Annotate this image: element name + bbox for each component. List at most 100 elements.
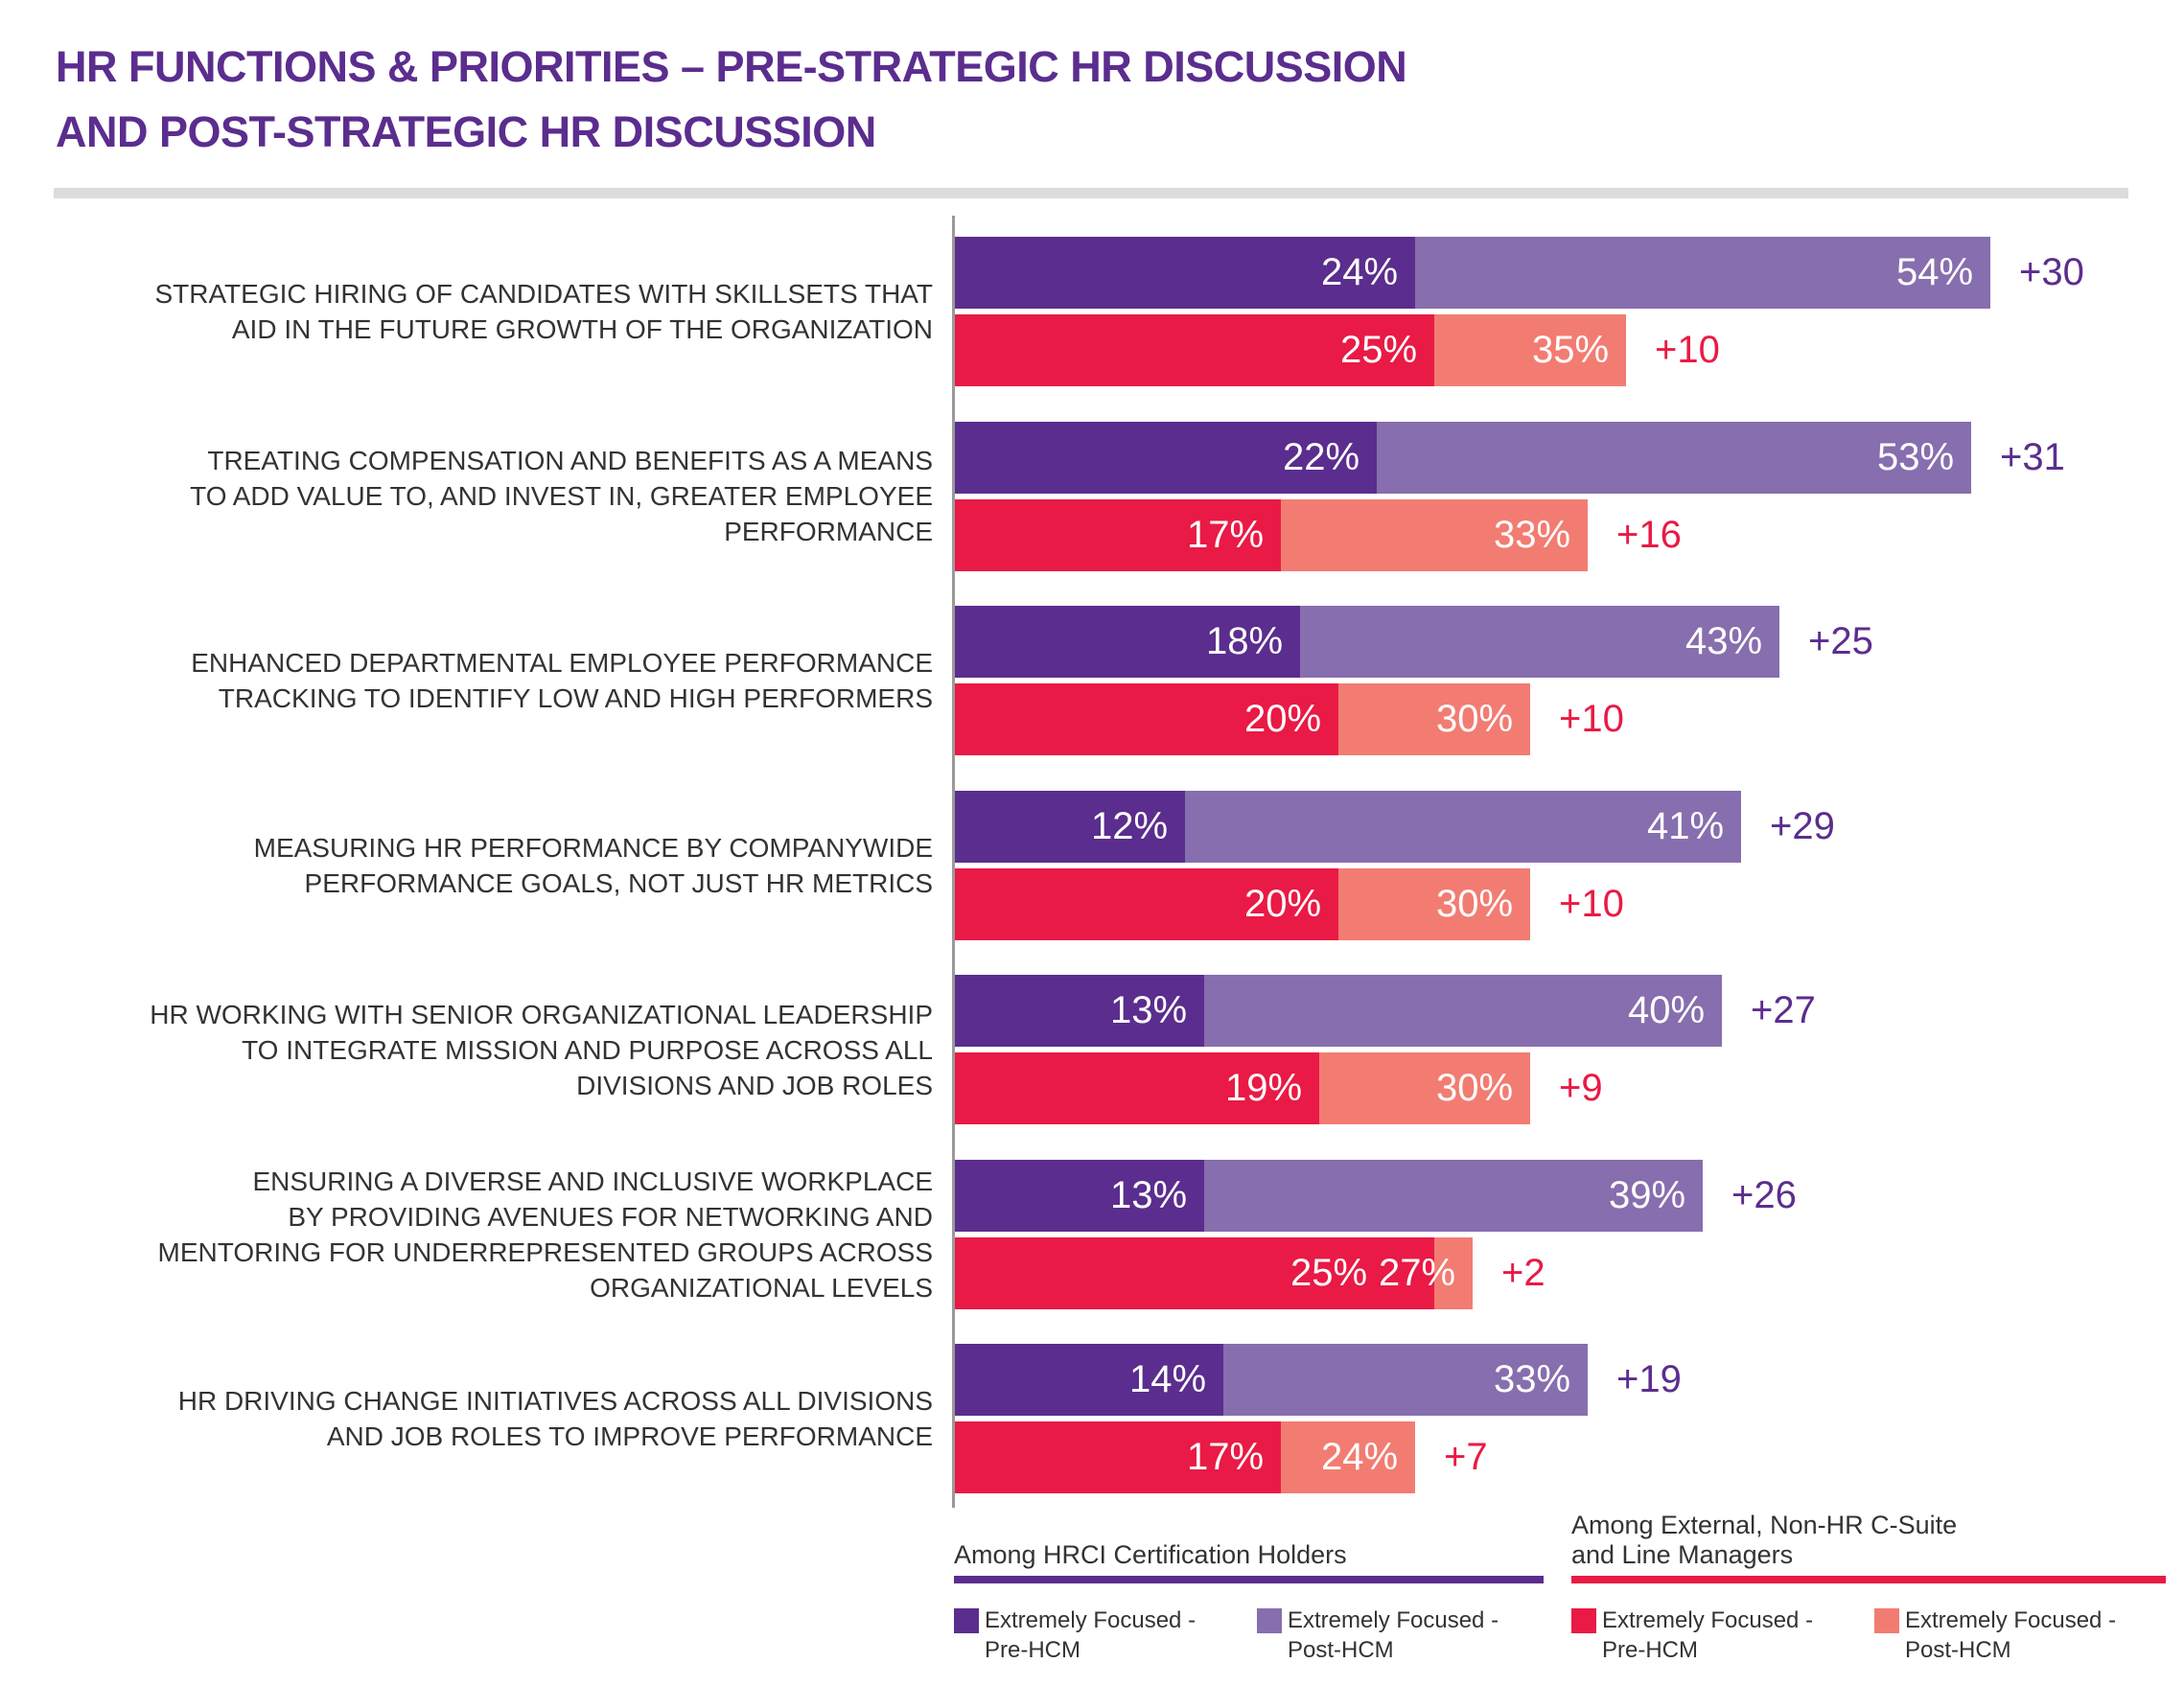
category-label-line: AND JOB ROLES TO IMPROVE PERFORMANCE [326, 1421, 933, 1451]
value-label-post-hcm: 39% [1609, 1173, 1686, 1216]
legend-item-label-line: Extremely Focused - [1905, 1607, 2117, 1633]
legend-item: Extremely Focused - Pre-HCM [954, 1605, 1234, 1665]
bar-pre-hcm [955, 790, 1185, 863]
category-label: TREATING COMPENSATION AND BENEFITS AS A … [70, 443, 933, 549]
category-label: HR WORKING WITH SENIOR ORGANIZATIONAL LE… [70, 997, 933, 1103]
y-axis-line [952, 216, 955, 1508]
legend-swatch [1571, 1608, 1596, 1633]
legend-item: Extremely Focused - Post-HCM [1874, 1605, 2154, 1665]
category-label-line: DIVISIONS AND JOB ROLES [576, 1070, 933, 1100]
legend-item-label-line: Extremely Focused - [1288, 1607, 1499, 1633]
value-label-post-hcm: 24% [1321, 1436, 1399, 1478]
value-label-post-hcm: 30% [1436, 1067, 1514, 1109]
bar-pre-hcm [955, 237, 1415, 309]
legend-group-underline [954, 1576, 1544, 1583]
value-label-pre-hcm: 22% [1283, 435, 1360, 478]
difference-label: +2 [1501, 1251, 1545, 1294]
bar-pre-hcm [955, 1344, 1223, 1416]
value-label-pre-hcm: 24% [1321, 251, 1399, 293]
value-label-pre-hcm: 12% [1091, 804, 1169, 847]
difference-label: +9 [1559, 1067, 1603, 1109]
value-label-pre-hcm: 14% [1129, 1358, 1207, 1400]
category-label-line: HR DRIVING CHANGE INITIATIVES ACROSS ALL… [177, 1386, 933, 1416]
legend-item-label-line: Post-HCM [1288, 1637, 1394, 1663]
legend-item-label-line: Pre-HCM [1602, 1637, 1698, 1663]
value-label-post-hcm: 27% [1379, 1251, 1456, 1294]
category-label: ENHANCED DEPARTMENTAL EMPLOYEE PERFORMAN… [70, 645, 933, 716]
legend-swatch [1874, 1608, 1899, 1633]
difference-label: +19 [1616, 1358, 1682, 1400]
legend-group-title: Among External, Non-HR C-Suite and Line M… [1571, 1511, 1957, 1570]
category-label-line: TREATING COMPENSATION AND BENEFITS AS A … [207, 446, 933, 475]
category-label-line: ENSURING A DIVERSE AND INCLUSIVE WORKPLA… [252, 1166, 933, 1196]
value-label-post-hcm: 30% [1436, 882, 1514, 925]
category-label: MEASURING HR PERFORMANCE BY COMPANYWIDE P… [70, 830, 933, 901]
difference-label: +25 [1808, 620, 1873, 662]
bar-pre-hcm [955, 975, 1204, 1047]
legend-item-label: Extremely Focused - Pre-HCM [985, 1605, 1234, 1665]
difference-label: +10 [1559, 698, 1624, 740]
category-label-line: ORGANIZATIONAL LEVELS [590, 1272, 933, 1303]
bar-pre-hcm [955, 683, 1338, 755]
value-label-pre-hcm: 19% [1225, 1067, 1303, 1109]
difference-label: +16 [1616, 513, 1682, 556]
value-label-pre-hcm: 13% [1110, 1173, 1188, 1216]
difference-label: +27 [1751, 989, 1816, 1031]
legend-item-label-line: Extremely Focused - [1602, 1607, 1814, 1633]
value-label-post-hcm: 41% [1647, 804, 1725, 847]
category-label-line: TRACKING TO IDENTIFY LOW AND HIGH PERFOR… [218, 683, 933, 713]
legend-item: Extremely Focused - Pre-HCM [1571, 1605, 1851, 1665]
bar-pre-hcm [955, 606, 1300, 678]
category-label-line: MEASURING HR PERFORMANCE BY COMPANYWIDE [253, 832, 933, 863]
category-label-line: ENHANCED DEPARTMENTAL EMPLOYEE PERFORMAN… [191, 648, 933, 678]
category-label-line: TO INTEGRATE MISSION AND PURPOSE ACROSS … [242, 1034, 933, 1065]
value-label-pre-hcm: 20% [1244, 882, 1322, 925]
category-label-line: TO ADD VALUE TO, AND INVEST IN, GREATER … [190, 481, 933, 511]
legend-group-title-line: Among External, Non-HR C-Suite [1571, 1511, 1958, 1539]
legend-group-title: Among HRCI Certification Holders [954, 1540, 1347, 1570]
value-label-pre-hcm: 25% [1290, 1251, 1368, 1294]
category-label: STRATEGIC HIRING OF CANDIDATES WITH SKIL… [70, 276, 933, 347]
chart-title-line-1: HR FUNCTIONS & PRIORITIES – PRE-STRATEGI… [56, 42, 1407, 91]
difference-label: +29 [1770, 804, 1835, 847]
legend-item-label-line: Post-HCM [1905, 1637, 2011, 1663]
bar-pre-hcm [955, 1052, 1319, 1124]
value-label-post-hcm: 33% [1494, 513, 1571, 556]
chart-title-line-2: AND POST-STRATEGIC HR DISCUSSION [56, 107, 876, 156]
difference-label: +30 [2019, 251, 2084, 293]
bar-pre-hcm [955, 1159, 1204, 1232]
category-label-line: PERFORMANCE [724, 517, 933, 546]
title-divider [54, 188, 2128, 198]
category-label-line: BY PROVIDING AVENUES FOR NETWORKING AND [288, 1201, 933, 1232]
difference-label: +10 [1559, 882, 1624, 925]
value-label-post-hcm: 30% [1436, 698, 1514, 740]
value-label-post-hcm: 43% [1685, 620, 1763, 662]
legend-group-title-line: Among HRCI Certification Holders [954, 1540, 1347, 1569]
difference-label: +31 [2000, 435, 2065, 478]
legend-group-underline [1571, 1576, 2166, 1583]
bar-pre-hcm [955, 421, 1377, 494]
value-label-pre-hcm: 17% [1187, 513, 1265, 556]
category-label-line: AID IN THE FUTURE GROWTH OF THE ORGANIZA… [231, 314, 933, 344]
category-label-line: HR WORKING WITH SENIOR ORGANIZATIONAL LE… [150, 999, 933, 1029]
bar-pre-hcm [955, 1421, 1281, 1493]
value-label-post-hcm: 54% [1896, 251, 1974, 293]
legend-group-title-line: and Line Managers [1571, 1540, 1794, 1569]
legend-item-label: Extremely Focused - Post-HCM [1905, 1605, 2154, 1665]
legend-item-label-line: Extremely Focused - [985, 1607, 1197, 1633]
value-label-pre-hcm: 20% [1244, 698, 1322, 740]
bar-pre-hcm [955, 1236, 1434, 1309]
difference-label: +7 [1444, 1436, 1488, 1478]
bar-pre-hcm [955, 498, 1281, 571]
category-label-line: MENTORING FOR UNDERREPRESENTED GROUPS AC… [157, 1236, 933, 1267]
value-label-post-hcm: 40% [1628, 989, 1706, 1031]
category-label: HR DRIVING CHANGE INITIATIVES ACROSS ALL… [70, 1383, 933, 1454]
bar-pre-hcm [955, 314, 1434, 386]
value-label-post-hcm: 33% [1494, 1358, 1571, 1400]
chart-title: HR FUNCTIONS & PRIORITIES – PRE-STRATEGI… [56, 35, 1407, 165]
value-label-pre-hcm: 13% [1110, 989, 1188, 1031]
legend-item-label: Extremely Focused - Post-HCM [1288, 1605, 1537, 1665]
legend-item: Extremely Focused - Post-HCM [1257, 1605, 1537, 1665]
value-label-post-hcm: 53% [1877, 435, 1955, 478]
legend-item-label: Extremely Focused - Pre-HCM [1602, 1605, 1851, 1665]
